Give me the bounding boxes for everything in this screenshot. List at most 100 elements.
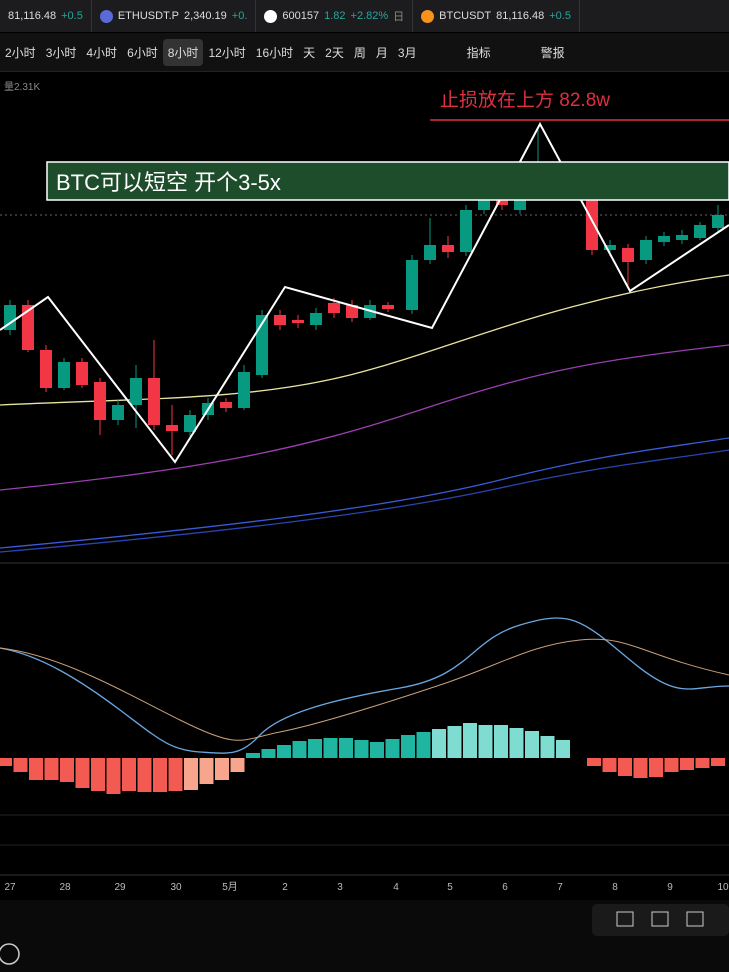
candle-body: [310, 313, 322, 325]
symbol: ETHUSDT.P: [117, 10, 179, 22]
candle-body: [184, 415, 196, 432]
macd-bar: [91, 758, 105, 791]
macd-bar: [354, 740, 369, 758]
macd-bar: [540, 736, 555, 758]
x-tick-label: 10: [717, 882, 729, 893]
interval-button[interactable]: 8小时: [162, 38, 204, 66]
settings-icon[interactable]: [0, 943, 20, 965]
tool-icon[interactable]: [686, 911, 704, 927]
interval-button[interactable]: 2天: [325, 45, 344, 60]
macd-bar: [29, 758, 43, 780]
interval-button[interactable]: 3月: [397, 45, 417, 60]
macd-bar: [401, 735, 415, 758]
macd-bar: [137, 758, 152, 792]
interval-button[interactable]: 周: [353, 45, 366, 60]
x-tick-label: 28: [59, 882, 71, 893]
interval-button[interactable]: 2小时: [5, 45, 36, 60]
icon: [421, 9, 435, 23]
x-tick-label: 7: [557, 882, 563, 893]
interval-button[interactable]: 12小时: [208, 45, 246, 60]
stop-note: 止损放在上方 82.8w: [440, 89, 610, 111]
tab[interactable]: BTCUSDT 81,116.48 +0.5: [413, 0, 580, 32]
candle-body: [94, 382, 106, 420]
tool-icon[interactable]: [616, 911, 634, 927]
x-tick-label: 5月: [222, 881, 238, 893]
macd-bar: [122, 758, 136, 791]
macd-bar: [525, 731, 539, 758]
tool-panel[interactable]: [592, 904, 729, 936]
candle-body: [112, 405, 124, 420]
macd-bar: [184, 758, 198, 790]
macd-bar: [494, 725, 508, 758]
macd-bar: [587, 758, 601, 766]
candle-body: [220, 402, 232, 408]
toolbar: 2小时 3小时 4小时 6小时 8小时 12小时 16小时天 2天周月 3月 指标 警报: [0, 33, 729, 72]
macd-bar: [680, 758, 694, 770]
macd-bar: [509, 728, 524, 758]
symbol: 600157: [282, 10, 320, 22]
interval-button[interactable]: 16小时: [255, 45, 294, 60]
macd-bar: [416, 732, 431, 758]
candle-body: [58, 362, 70, 388]
interval-button[interactable]: 天: [303, 45, 316, 60]
x-tick-label: 8: [612, 882, 618, 893]
interval-button[interactable]: 4小时: [86, 45, 118, 60]
candle-body: [622, 248, 634, 262]
candle-body: [130, 378, 142, 405]
candle-body: [328, 303, 340, 313]
macd-bar: [168, 758, 183, 791]
icon: [264, 9, 278, 23]
macd-bar: [385, 739, 400, 758]
tab[interactable]: 81,116.48 +0.5: [0, 0, 92, 32]
candle-body: [76, 362, 88, 385]
macd-bar: [602, 758, 617, 772]
macd-bar: [0, 758, 12, 766]
x-tick-label: 29: [114, 882, 126, 893]
macd-bar: [463, 723, 477, 758]
macd-bar: [649, 758, 663, 777]
symbol: BTCUSDT: [439, 10, 492, 22]
macd-bar: [695, 758, 710, 768]
candle-body: [274, 315, 286, 325]
candle-body: [406, 260, 418, 310]
moving-average: [0, 449, 729, 553]
x-tick-label: 5: [447, 882, 453, 893]
macd-bar: [339, 738, 353, 758]
macd-bar: [13, 758, 28, 772]
x-tick-label: 4: [393, 882, 399, 893]
macd-bar: [618, 758, 632, 776]
macd-bar: [370, 742, 384, 758]
alerts-button[interactable]: 警报: [540, 45, 565, 60]
candle-body: [148, 378, 160, 425]
candle-body: [40, 350, 52, 388]
macd-bar: [292, 741, 307, 758]
candle-body: [694, 225, 706, 238]
tool-icon[interactable]: [651, 911, 669, 927]
icon: [99, 9, 113, 23]
x-tick-label: 27: [4, 882, 16, 893]
macd-bar: [664, 758, 679, 772]
change: +0.5: [61, 10, 83, 22]
candle-body: [676, 235, 688, 240]
tab[interactable]: 600157 1.82 +2.82% 日: [256, 0, 414, 32]
interval-button[interactable]: 6小时: [127, 45, 158, 60]
tab[interactable]: ETHUSDT.P 2,340.19 +0.: [92, 0, 257, 32]
x-tick-label: 3: [337, 882, 343, 893]
macd-bar: [308, 739, 322, 758]
tab-bar: 81,116.48 +0.5 ETHUSDT.P 2,340.19 +0. 60015…: [0, 0, 729, 32]
candle-body: [604, 245, 616, 250]
indicators-button[interactable]: 指标: [466, 45, 491, 60]
change: +0.: [231, 10, 248, 22]
candle-body: [442, 245, 454, 252]
interval-button[interactable]: 3小时: [45, 45, 77, 60]
extra: 日: [393, 11, 405, 23]
interval-button[interactable]: 月: [375, 45, 388, 60]
candle-body: [424, 245, 436, 260]
macd-bar: [323, 738, 338, 758]
macd-bar: [711, 758, 725, 766]
candle-body: [640, 240, 652, 260]
macd-bar: [106, 758, 121, 794]
macd-bar: [478, 725, 493, 758]
price: 2,340.19: [183, 10, 227, 22]
moving-average: [0, 274, 729, 406]
